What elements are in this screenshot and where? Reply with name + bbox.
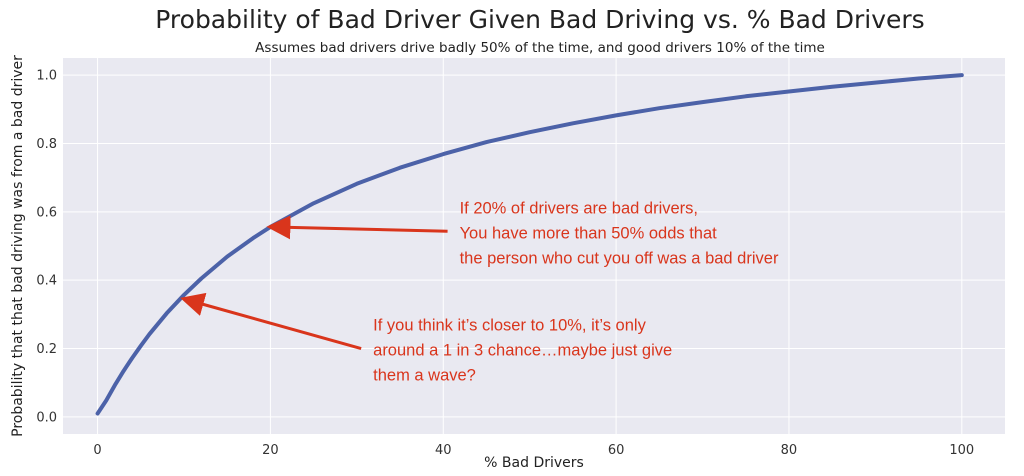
- series-line: [95, 73, 964, 416]
- y-tick-labels: 0.0 0.2 0.4 0.6 0.8 1.0: [36, 69, 57, 426]
- chart-subtitle: Assumes bad drivers drive badly 50% of t…: [255, 40, 825, 56]
- chart-title: Probability of Bad Driver Given Bad Driv…: [155, 5, 924, 34]
- annotation-arrow: [180, 292, 362, 350]
- x-tick-label: 100: [949, 443, 974, 458]
- x-tick-label: 20: [262, 443, 279, 458]
- annotation-arrow: [266, 215, 448, 240]
- y-tick-label: 0.0: [36, 410, 57, 425]
- annotation-text: If you think it’s closer to 10%, it’s on…: [373, 317, 646, 335]
- x-tick-label: 40: [435, 443, 452, 458]
- series-layer: [95, 73, 964, 416]
- x-tick-labels: 0 20 40 60 80 100: [93, 443, 974, 458]
- x-tick-label: 0: [93, 443, 101, 458]
- y-tick-label: 0.4: [36, 274, 57, 289]
- x-axis-label: % Bad Drivers: [484, 455, 584, 471]
- annotation-text: If 20% of drivers are bad drivers,: [460, 199, 698, 217]
- annotation-text: them a wave?: [373, 367, 476, 385]
- annotation-text: around a 1 in 3 chance…maybe just give: [373, 342, 672, 360]
- y-tick-label: 0.2: [36, 342, 57, 357]
- annotation-text: You have more than 50% odds that: [460, 224, 718, 242]
- annotations: If 20% of drivers are bad drivers, You ha…: [180, 199, 779, 385]
- y-tick-label: 0.8: [36, 137, 57, 152]
- annotation-text: the person who cut you off was a bad dri…: [460, 249, 779, 267]
- y-tick-label: 1.0: [36, 69, 57, 84]
- grid: [63, 58, 1005, 434]
- plot-area: [63, 58, 1005, 434]
- y-axis-label: Probability that that bad driving was fr…: [10, 55, 26, 437]
- x-tick-label: 80: [781, 443, 798, 458]
- x-tick-label: 60: [608, 443, 625, 458]
- y-tick-label: 0.6: [36, 205, 57, 220]
